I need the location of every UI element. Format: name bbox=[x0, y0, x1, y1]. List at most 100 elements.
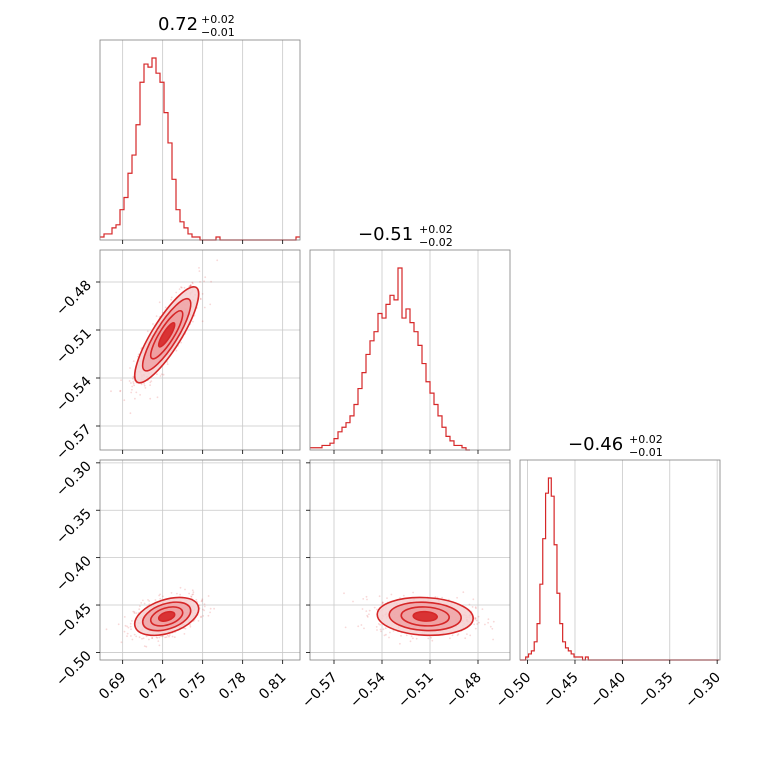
sample-point bbox=[132, 610, 135, 613]
sample-point bbox=[143, 382, 146, 385]
sample-point bbox=[131, 388, 133, 391]
sample-point bbox=[128, 380, 131, 382]
sample-point bbox=[183, 633, 186, 635]
sample-point bbox=[170, 298, 173, 301]
y-tick-label-row-3-0: −0.30 bbox=[53, 458, 95, 500]
sample-point bbox=[207, 614, 210, 617]
sample-point bbox=[475, 619, 478, 622]
sample-point bbox=[131, 385, 134, 388]
sample-point bbox=[135, 612, 138, 614]
sample-point bbox=[366, 614, 369, 617]
sample-point bbox=[201, 598, 204, 601]
sample-point bbox=[165, 636, 168, 638]
sample-point bbox=[199, 297, 202, 300]
sample-point bbox=[468, 603, 471, 606]
x-tick-label-param-2-3: −0.48 bbox=[443, 670, 485, 712]
sample-point bbox=[343, 592, 345, 595]
sample-point bbox=[492, 638, 494, 641]
sample-point bbox=[201, 293, 204, 295]
sample-point bbox=[133, 384, 136, 387]
contour-level-3 bbox=[412, 610, 438, 622]
sample-point bbox=[477, 615, 480, 618]
sample-point bbox=[149, 381, 152, 384]
sample-point bbox=[200, 616, 202, 619]
sample-point bbox=[124, 624, 127, 627]
sample-point bbox=[156, 637, 159, 639]
x-tick-label-param-2-1: −0.54 bbox=[347, 669, 389, 711]
sample-point bbox=[162, 373, 165, 376]
sample-point bbox=[201, 320, 204, 323]
sample-point bbox=[449, 637, 451, 640]
sample-point bbox=[141, 637, 143, 640]
sample-point bbox=[191, 281, 194, 284]
sample-point bbox=[183, 286, 186, 289]
sample-point bbox=[203, 603, 206, 605]
sample-point bbox=[209, 303, 212, 306]
sample-point bbox=[466, 633, 468, 635]
sample-point bbox=[130, 382, 132, 384]
sample-point bbox=[140, 383, 143, 386]
sample-point bbox=[381, 601, 384, 604]
title-param-1-plus: +0.02 bbox=[201, 13, 235, 26]
sample-point bbox=[143, 645, 146, 647]
sample-point bbox=[431, 639, 434, 642]
title-param-3-minus: −0.01 bbox=[629, 446, 663, 459]
sample-point bbox=[378, 595, 381, 598]
sample-point bbox=[188, 285, 191, 288]
sample-point bbox=[146, 330, 149, 333]
pair-panel-frame-0 bbox=[99, 249, 301, 451]
sample-point bbox=[189, 625, 192, 628]
sample-point bbox=[148, 638, 150, 641]
sample-point bbox=[135, 391, 138, 394]
pair-panel-frame-1 bbox=[99, 459, 301, 661]
x-tick-label-param-3-4: −0.30 bbox=[682, 670, 724, 712]
sample-point bbox=[188, 592, 191, 595]
sample-point bbox=[151, 637, 154, 639]
sample-point bbox=[366, 598, 368, 601]
sample-point bbox=[130, 391, 133, 394]
sample-point bbox=[158, 636, 161, 639]
sample-point bbox=[160, 373, 163, 376]
x-tick-label-param-3-0: −0.50 bbox=[493, 670, 535, 712]
sample-point bbox=[472, 598, 475, 601]
sample-point bbox=[357, 625, 360, 628]
pair-panel-1-3: −0.30 −0.35 −0.40 −0.45 −0.50 0.69 0.72 0.75 0.7… bbox=[53, 458, 301, 703]
sample-point bbox=[492, 620, 495, 623]
sample-point bbox=[127, 626, 130, 629]
sample-point bbox=[159, 375, 162, 377]
sample-point bbox=[392, 629, 395, 632]
title-param-1-median: 0.72 bbox=[158, 14, 198, 35]
sample-point bbox=[180, 286, 182, 288]
sample-point bbox=[139, 394, 142, 396]
sample-point bbox=[135, 635, 138, 638]
y-tick-label-row-3-2: −0.40 bbox=[53, 553, 95, 595]
sample-point bbox=[469, 634, 472, 637]
sample-point bbox=[381, 602, 384, 605]
sample-point bbox=[368, 613, 370, 616]
x-tick-label-param-3-2: −0.40 bbox=[588, 670, 630, 712]
x-tick-label-param-2-0: −0.57 bbox=[299, 670, 341, 712]
sample-point bbox=[110, 390, 112, 393]
sample-point bbox=[143, 602, 146, 605]
histogram-series-3 bbox=[520, 477, 720, 661]
sample-point bbox=[155, 315, 158, 317]
sample-point bbox=[388, 636, 390, 639]
sample-point bbox=[189, 285, 191, 287]
sample-point bbox=[158, 644, 161, 647]
sample-point bbox=[180, 341, 183, 344]
sample-point bbox=[441, 596, 443, 599]
sample-point bbox=[474, 606, 477, 608]
sample-point bbox=[464, 637, 467, 640]
sample-point bbox=[474, 617, 477, 620]
sample-point bbox=[389, 631, 391, 634]
sample-point bbox=[155, 636, 158, 638]
sample-point bbox=[149, 397, 152, 400]
sample-point bbox=[129, 412, 132, 415]
sample-point bbox=[382, 601, 384, 604]
sample-point bbox=[129, 367, 131, 369]
sample-point bbox=[192, 320, 194, 323]
sample-point bbox=[478, 621, 480, 624]
histogram-series-2 bbox=[310, 267, 470, 451]
title-param-3-plus: +0.02 bbox=[629, 433, 663, 446]
sample-point bbox=[147, 599, 149, 601]
